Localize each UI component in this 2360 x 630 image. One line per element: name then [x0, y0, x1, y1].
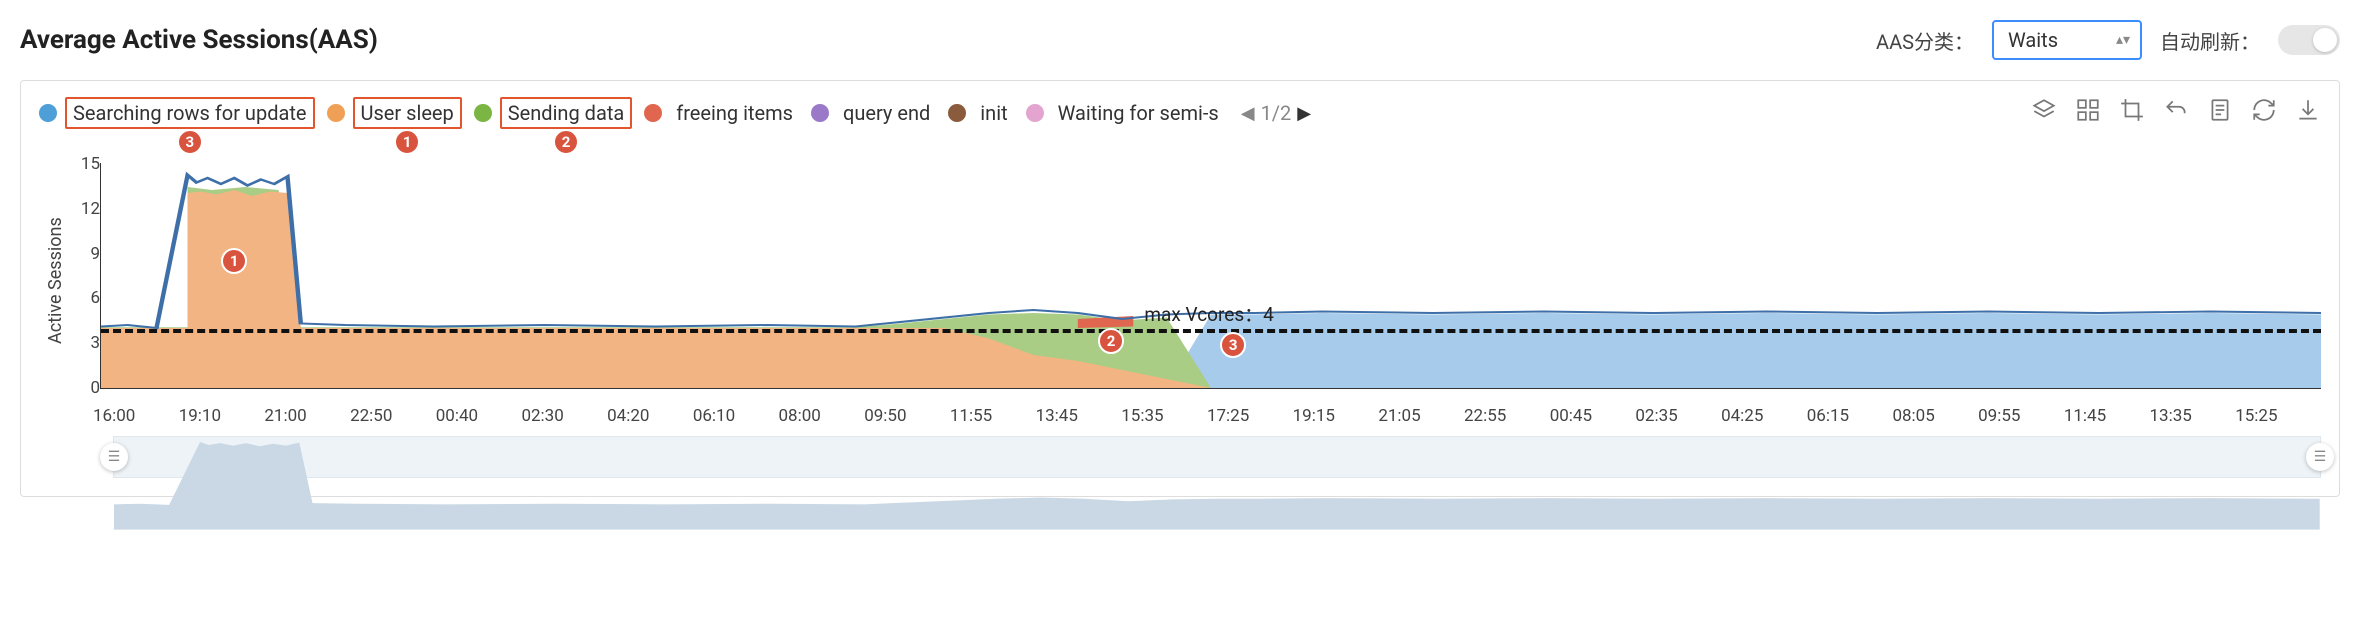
- x-tick: 13:35: [2150, 406, 2236, 426]
- refresh-icon[interactable]: [2251, 97, 2277, 123]
- legend-swatch: [327, 104, 345, 122]
- y-tick: 6: [90, 288, 100, 308]
- chart-annotation-badge: 1: [221, 248, 247, 274]
- chart-annotation-badge: 2: [1098, 328, 1124, 354]
- undo-icon[interactable]: [2163, 97, 2189, 123]
- x-tick: 02:35: [1635, 406, 1721, 426]
- x-tick: 13:45: [1036, 406, 1122, 426]
- legend-item[interactable]: User sleep1: [327, 97, 462, 129]
- legend-label: Waiting for semi-s: [1052, 99, 1225, 127]
- legend-swatch: [474, 104, 492, 122]
- download-icon[interactable]: [2295, 97, 2321, 123]
- x-tick: 11:45: [2064, 406, 2150, 426]
- legend-swatch: [948, 104, 966, 122]
- pager-text: 1/2: [1261, 101, 1292, 125]
- x-tick: 11:55: [950, 406, 1036, 426]
- y-tick: 3: [90, 333, 100, 353]
- x-tick: 08:00: [779, 406, 865, 426]
- auto-refresh-toggle[interactable]: [2278, 25, 2340, 55]
- x-tick: 06:15: [1807, 406, 1893, 426]
- y-tick: 12: [81, 199, 100, 219]
- annotation-badge: 1: [394, 129, 420, 155]
- x-tick: 17:25: [1207, 406, 1293, 426]
- legend: Searching rows for update3 User sleep1 Sen…: [39, 97, 1311, 129]
- max-vcores-line: [101, 329, 2321, 333]
- x-tick: 08:05: [1892, 406, 1978, 426]
- x-tick: 04:25: [1721, 406, 1807, 426]
- legend-label: query end: [837, 99, 936, 127]
- x-tick: 22:55: [1464, 406, 1550, 426]
- header-controls: AAS分类： Waits ▴▾ 自动刷新：: [1876, 20, 2340, 60]
- legend-label: Sending data2: [500, 97, 632, 129]
- annotation-badge: 3: [177, 129, 203, 155]
- grid-icon[interactable]: [2075, 97, 2101, 123]
- pager-prev-icon[interactable]: ◀: [1241, 103, 1255, 124]
- legend-swatch: [644, 104, 662, 122]
- chevron-updown-icon: ▴▾: [2116, 33, 2130, 47]
- x-tick: 16:00: [93, 406, 179, 426]
- legend-item[interactable]: Searching rows for update3: [39, 97, 315, 129]
- select-value: Waits: [2008, 28, 2058, 52]
- crop-icon[interactable]: [2119, 97, 2145, 123]
- x-tick: 21:00: [264, 406, 350, 426]
- legend-item[interactable]: query end: [811, 99, 936, 127]
- legend-pager: ◀ 1/2▶: [1241, 101, 1311, 125]
- x-axis-ticks: 16:0019:1021:0022:5000:4002:3004:2006:10…: [113, 406, 2321, 426]
- legend-label: init: [974, 99, 1013, 127]
- range-handle-right[interactable]: ☰: [2306, 443, 2334, 471]
- chart-plot[interactable]: max Vcores：4 1 2 3: [100, 163, 2321, 389]
- x-tick: 19:15: [1293, 406, 1379, 426]
- page-title: Average Active Sessions(AAS): [20, 25, 378, 55]
- y-axis-label: Active Sessions: [39, 163, 66, 398]
- layers-icon[interactable]: [2031, 97, 2057, 123]
- y-axis-ticks: 15 12 9 6 3 0: [66, 154, 100, 398]
- y-tick: 9: [90, 244, 100, 264]
- document-icon[interactable]: [2207, 97, 2233, 123]
- x-tick: 00:40: [436, 406, 522, 426]
- range-slider[interactable]: ☰ ☰: [113, 436, 2321, 478]
- pager-next-icon[interactable]: ▶: [1297, 103, 1311, 124]
- chart-panel: Searching rows for update3 User sleep1 Sen…: [20, 80, 2340, 497]
- legend-item[interactable]: Waiting for semi-s: [1026, 99, 1225, 127]
- x-tick: 02:30: [521, 406, 607, 426]
- legend-label: freeing items: [670, 99, 799, 127]
- x-tick: 09:50: [864, 406, 950, 426]
- legend-item[interactable]: freeing items: [644, 99, 799, 127]
- y-tick: 0: [90, 378, 100, 398]
- classify-select[interactable]: Waits ▴▾: [1992, 20, 2142, 60]
- legend-label: Searching rows for update3: [65, 97, 315, 129]
- x-tick: 06:10: [693, 406, 779, 426]
- annotation-badge: 2: [553, 129, 579, 155]
- x-tick: 00:45: [1550, 406, 1636, 426]
- legend-swatch: [39, 104, 57, 122]
- max-vcores-label: max Vcores：4: [1144, 300, 1273, 327]
- legend-swatch: [811, 104, 829, 122]
- legend-item[interactable]: Sending data2: [474, 97, 632, 129]
- x-tick: 15:35: [1121, 406, 1207, 426]
- chart-annotation-badge: 3: [1220, 332, 1246, 358]
- x-tick: 09:55: [1978, 406, 2064, 426]
- legend-item[interactable]: init: [948, 99, 1013, 127]
- x-tick: 04:20: [607, 406, 693, 426]
- x-tick: 22:50: [350, 406, 436, 426]
- y-tick: 15: [81, 154, 100, 174]
- auto-refresh-label: 自动刷新：: [2160, 26, 2260, 55]
- chart-toolbar: [2031, 97, 2321, 123]
- x-tick: 21:05: [1378, 406, 1464, 426]
- x-tick: 15:25: [2235, 406, 2321, 426]
- x-tick: 19:10: [179, 406, 265, 426]
- range-handle-left[interactable]: ☰: [100, 443, 128, 471]
- classify-label: AAS分类：: [1876, 26, 1974, 55]
- legend-label: User sleep1: [353, 97, 462, 129]
- legend-swatch: [1026, 104, 1044, 122]
